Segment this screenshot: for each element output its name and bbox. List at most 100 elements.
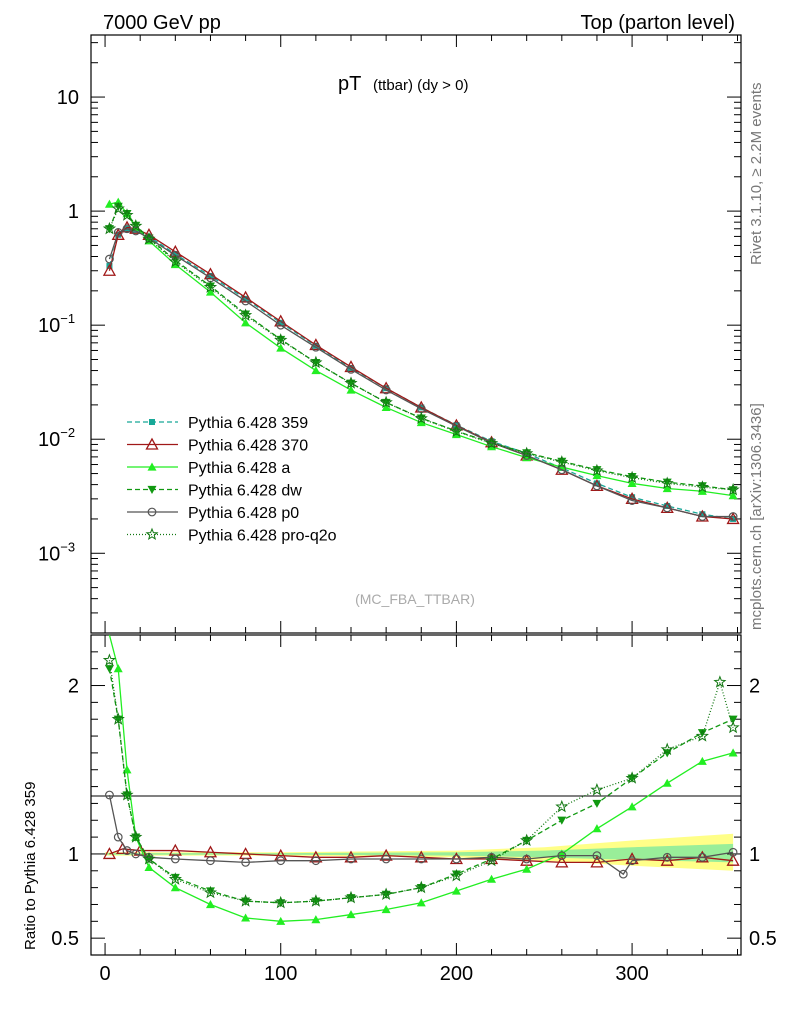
data-point (344, 890, 358, 904)
data-point (170, 250, 180, 260)
data-point (241, 318, 251, 327)
data-point (203, 267, 218, 280)
data-point (625, 470, 639, 484)
legend-label: Pythia 6.428 p0 (188, 505, 299, 522)
ratio-ylabel: Ratio to Pythia 6.428 359 (22, 782, 39, 950)
data-point (276, 916, 286, 925)
data-point (113, 664, 123, 673)
series-line (108, 668, 734, 904)
ratio-y-tick-label-right: 0.5 (749, 928, 777, 950)
y-tick-base: 10 (38, 429, 60, 451)
data-point (662, 503, 672, 513)
main-subtitle: (ttbar) (dy > 0) (373, 77, 468, 94)
data-point (662, 483, 672, 493)
data-point (627, 496, 637, 505)
data-point (120, 220, 134, 233)
data-point (592, 824, 602, 833)
data-point (149, 419, 155, 425)
data-point (625, 771, 639, 784)
data-point (592, 799, 602, 808)
y-tick-label: 10 (57, 87, 79, 109)
band-outer (105, 833, 734, 871)
data-point (122, 846, 132, 855)
ratio-y-tick-label-right: 2 (749, 676, 760, 698)
data-point (102, 653, 117, 666)
series-line (108, 794, 734, 876)
data-point (590, 855, 604, 868)
legend-label: Pythia 6.428 pro-q2o (188, 528, 337, 545)
data-point (145, 527, 159, 541)
data-point (728, 748, 738, 757)
data-point (522, 854, 532, 864)
data-point (111, 712, 125, 725)
data-point (147, 462, 157, 471)
data-point (452, 854, 461, 864)
data-point (520, 833, 534, 847)
x-tick-label: 100 (264, 963, 297, 985)
data-point (104, 665, 114, 674)
data-point (105, 790, 114, 800)
data-point (697, 852, 707, 862)
data-point (416, 898, 426, 907)
data-point (451, 886, 461, 895)
header-right: Top (parton level) (580, 12, 735, 34)
data-point (170, 854, 180, 864)
data-point (557, 816, 567, 825)
data-point (484, 853, 499, 867)
data-point (627, 802, 637, 811)
series-line (109, 848, 734, 864)
data-point (111, 227, 125, 240)
data-point (105, 254, 114, 264)
data-point (627, 856, 637, 866)
data-point (168, 872, 182, 885)
data-point (311, 366, 321, 375)
data-point (452, 421, 461, 431)
data-point (113, 832, 123, 842)
data-point (276, 320, 286, 330)
data-point (697, 512, 707, 521)
data-point (522, 451, 532, 460)
ratio-y-tick-label: 2 (68, 676, 79, 698)
series-line (108, 207, 734, 491)
series-line (108, 228, 734, 518)
legend-label: Pythia 6.428 dw (188, 483, 302, 500)
data-point (142, 852, 156, 865)
uncertainty-band (105, 833, 734, 871)
data-point (726, 482, 740, 496)
data-point (145, 437, 159, 450)
data-point (104, 199, 114, 208)
header-left: 7000 GeV pp (103, 12, 221, 34)
data-point (522, 864, 532, 873)
data-point (726, 720, 740, 734)
data-point (111, 201, 125, 215)
data-point (170, 873, 180, 883)
data-point (713, 675, 727, 688)
main-panel: pT (ttbar) (dy > 0) (MC_FBA_TTBAR) 10 1 10… (38, 34, 742, 634)
data-point (381, 385, 391, 395)
data-point (557, 465, 567, 475)
data-point (697, 482, 707, 491)
data-point (592, 466, 602, 475)
data-point (555, 855, 569, 868)
data-point (662, 478, 672, 487)
data-point (555, 455, 569, 468)
data-point (120, 208, 134, 221)
data-point (451, 870, 461, 879)
data-point (592, 481, 602, 491)
data-point (238, 290, 253, 303)
rivet-label: Rivet 3.1.10, ≥ 2.2M events (748, 83, 765, 266)
data-point (147, 485, 157, 494)
data-point (241, 310, 251, 319)
data-point (205, 899, 215, 909)
data-point (379, 848, 393, 861)
data-point (274, 333, 288, 346)
series-line (108, 660, 734, 904)
data-point (344, 376, 358, 389)
y-tick-exponent: −2 (60, 425, 75, 440)
legend: Pythia 6.428 359 Pythia 6.428 370 Pythia 6… (127, 415, 337, 545)
main-title: pT (338, 73, 361, 95)
y-tick-exponent: −1 (60, 311, 75, 326)
data-point (309, 355, 323, 369)
series-line (108, 634, 734, 922)
